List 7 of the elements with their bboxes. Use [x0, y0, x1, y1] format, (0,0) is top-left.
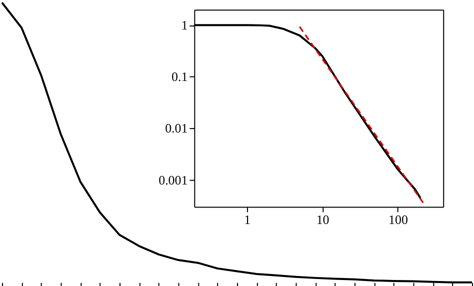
- y-tick-label: 0.1: [172, 69, 188, 84]
- x-tick-label: 10: [316, 212, 330, 228]
- y-tick-label: 1: [181, 18, 188, 33]
- x-tick-label: 1: [244, 212, 251, 228]
- y-tick-label: 0.001: [158, 172, 188, 188]
- x-tick-label: 100: [388, 212, 408, 228]
- y-tick-label: 0.01: [165, 120, 188, 136]
